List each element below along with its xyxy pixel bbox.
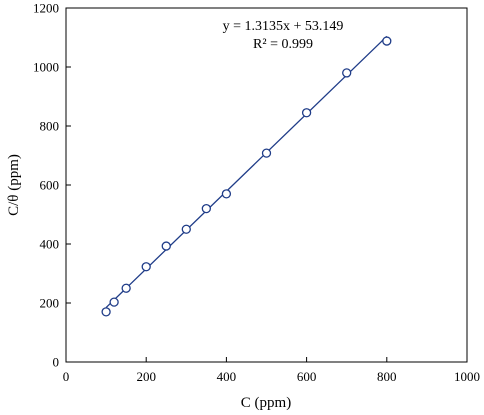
y-tick-label: 1000 <box>33 60 59 75</box>
y-tick-label: 800 <box>40 119 60 134</box>
data-point <box>141 262 151 272</box>
data-point <box>261 148 272 158</box>
plot-frame <box>65 7 468 363</box>
x-tick-label: 600 <box>297 369 317 384</box>
y-axis-title: C/θ (ppm) <box>6 154 22 216</box>
x-tick-label: 200 <box>136 369 156 384</box>
y-tick-label: 200 <box>40 296 60 311</box>
y-tick-label: 400 <box>40 237 60 252</box>
trendline <box>105 35 388 309</box>
data-point <box>301 108 312 118</box>
x-axis-title: C (ppm) <box>241 395 291 411</box>
x-tick-label: 0 <box>63 369 70 384</box>
data-point <box>121 283 131 293</box>
x-tick-label: 400 <box>217 369 237 384</box>
data-point <box>161 241 171 251</box>
x-tick-label: 1000 <box>454 369 480 384</box>
data-point <box>382 36 392 46</box>
equation-annotation: y = 1.3135x + 53.149 <box>223 19 344 34</box>
y-tick-label: 600 <box>40 178 60 193</box>
data-point <box>221 189 232 199</box>
data-point <box>101 307 111 317</box>
y-tick-label: 1200 <box>33 1 59 16</box>
data-point <box>181 224 191 234</box>
data-point <box>109 297 119 307</box>
data-point <box>342 68 352 78</box>
r2-annotation: R² = 0.999 <box>253 37 313 52</box>
data-point <box>201 203 212 214</box>
x-tick-label: 800 <box>377 369 397 384</box>
y-tick-label: 0 <box>53 355 60 370</box>
